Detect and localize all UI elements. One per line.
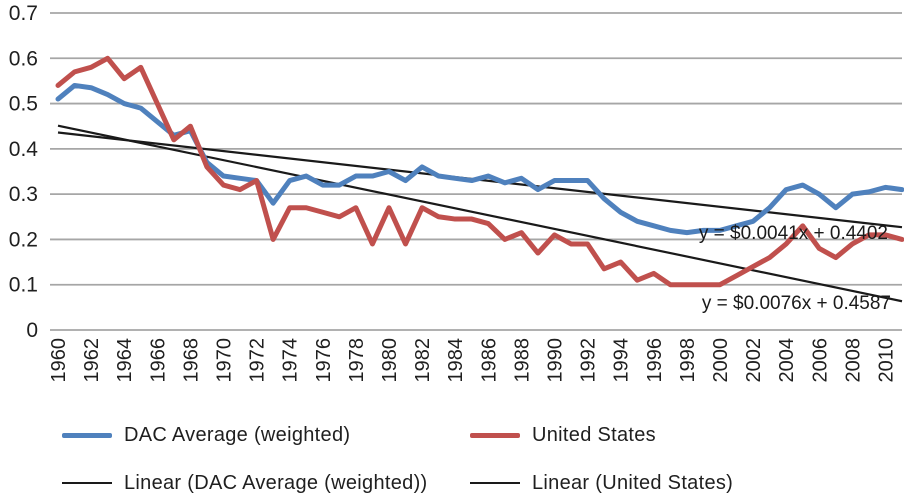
legend-swatch-linear-us	[470, 482, 520, 484]
trend-equation-us: y = $0.0076x + 0.4587	[702, 293, 891, 314]
x-tick-label: 1972	[247, 338, 269, 383]
x-tick-label: 2000	[710, 338, 732, 383]
x-tick-label: 1968	[180, 338, 202, 383]
legend-label-us: United States	[532, 423, 656, 446]
y-tick-label: 0.2	[9, 228, 38, 251]
x-tick-label: 1990	[544, 338, 566, 383]
legend-item-us: United States	[470, 423, 656, 447]
x-tick-label: 1970	[213, 338, 235, 383]
x-tick-label: 2008	[842, 338, 864, 383]
legend-item-linear-us: Linear (United States)	[470, 471, 733, 495]
x-tick-label: 1988	[511, 338, 533, 383]
x-tick-label: 1994	[611, 338, 633, 383]
legend-item-linear-dac: Linear (DAC Average (weighted))	[62, 471, 428, 495]
y-tick-label: 0.5	[9, 93, 38, 116]
trendline-us	[57, 124, 903, 303]
x-tick-label: 1986	[478, 338, 500, 383]
x-tick-label: 1992	[578, 338, 600, 383]
legend-label-dac: DAC Average (weighted)	[124, 423, 351, 446]
legend-swatch-us-line	[470, 432, 520, 438]
x-tick-label: 1960	[48, 338, 70, 383]
y-tick-label: 0.1	[9, 274, 38, 297]
legend-label-linear-us: Linear (United States)	[532, 471, 734, 494]
series-line-dac	[55, 82, 904, 236]
y-tick-label: 0.4	[9, 138, 39, 161]
x-tick-label: 1996	[644, 338, 666, 383]
x-tick-label: 1984	[445, 338, 467, 383]
x-tick-label: 1980	[379, 338, 401, 383]
y-tick-label: 0.6	[9, 47, 38, 70]
x-tick-label: 2010	[875, 338, 897, 383]
x-tick-label: 1978	[346, 338, 368, 383]
trend-equation-dac: y = $0.0041x + 0.4402	[699, 223, 888, 244]
y-axis-tick-labels: 0 0.1 0.2 0.3 0.4 0.5 0.6 0.7	[9, 2, 39, 342]
y-tick-label: 0	[26, 319, 38, 342]
legend-swatch-linear-dac	[62, 482, 112, 484]
legend-label-linear-dac: Linear (DAC Average (weighted))	[124, 471, 428, 494]
x-tick-label: 1976	[313, 338, 335, 383]
x-tick-label: 1974	[280, 338, 302, 383]
y-tick-label: 0.3	[9, 183, 38, 206]
x-tick-label: 1966	[147, 338, 169, 383]
legend-item-dac: DAC Average (weighted)	[62, 423, 350, 447]
x-tick-label: 2006	[809, 338, 831, 383]
x-tick-label: 2002	[743, 338, 765, 383]
legend-swatch-dac-line	[62, 432, 112, 438]
gridlines-group	[50, 12, 902, 331]
x-tick-label: 1982	[412, 338, 434, 383]
x-axis-tick-labels: 1960 1962 1964 1966 1968 1970 1972 1974 1976 1978…	[48, 338, 897, 383]
x-tick-label: 1998	[677, 338, 699, 383]
x-tick-label: 1962	[81, 338, 103, 383]
x-tick-label: 2004	[776, 338, 798, 383]
x-tick-label: 1964	[114, 338, 136, 383]
series-line-us	[55, 55, 904, 288]
oda-line-chart: 00.10.20.30.40.50.60.7 1960 1962 1964 1966 1…	[9, 2, 904, 383]
y-tick-label: 0.7	[9, 2, 38, 25]
